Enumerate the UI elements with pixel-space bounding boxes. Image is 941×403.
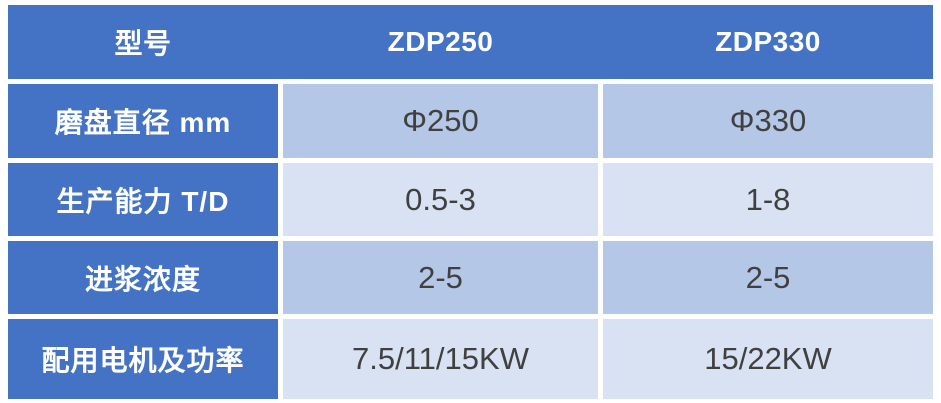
row-label-capacity: 生产能力 T/D: [8, 163, 278, 236]
row-label-disc-diameter: 磨盘直径 mm: [8, 84, 278, 158]
cell-pulp-concentration-zdp330: 2-5: [603, 241, 933, 314]
cell-disc-diameter-zdp330: Φ330: [603, 84, 933, 158]
header-cell-zdp330: ZDP330: [715, 26, 821, 57]
header-cell-zdp250: ZDP250: [387, 26, 494, 57]
row-label-pulp-concentration: 进浆浓度: [8, 241, 278, 314]
row-label-motor-power: 配用电机及功率: [8, 319, 278, 399]
cell-motor-power-zdp250: 7.5/11/15KW: [283, 319, 598, 399]
cell-capacity-zdp250: 0.5-3: [283, 163, 598, 236]
header-cell-model-label: 型号: [114, 28, 172, 59]
cell-capacity-zdp330: 1-8: [603, 163, 933, 236]
cell-motor-power-zdp330: 15/22KW: [603, 319, 933, 399]
cell-disc-diameter-zdp250: Φ250: [283, 84, 598, 158]
cell-pulp-concentration-zdp250: 2-5: [283, 241, 598, 314]
table-header-row: 型号 ZDP250 ZDP330: [8, 5, 933, 79]
spec-table: 型号 ZDP250 ZDP330 磨盘直径 mm Φ250 Φ330 生产能力 …: [8, 5, 933, 399]
